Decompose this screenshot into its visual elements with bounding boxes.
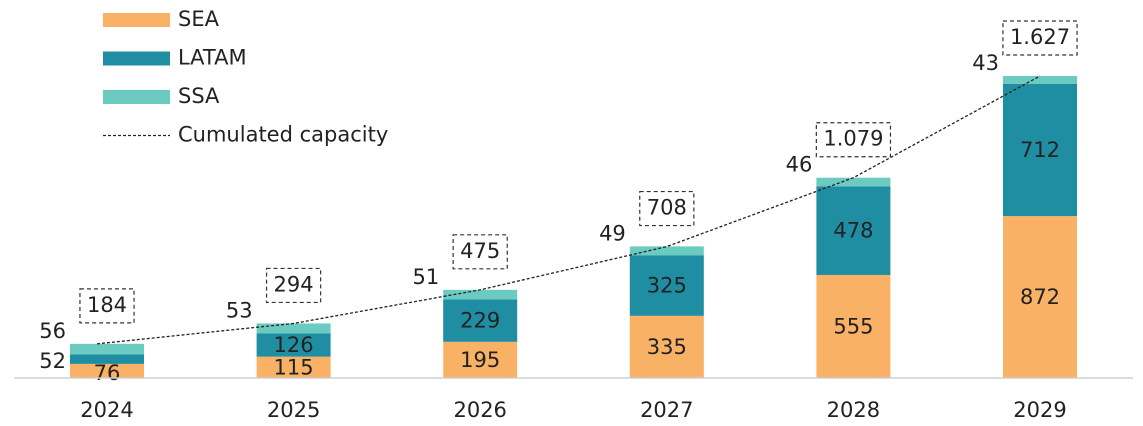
bar-segment	[70, 354, 144, 364]
data-label: 53	[226, 298, 253, 322]
bar-segment	[816, 186, 891, 275]
total-box	[1002, 20, 1078, 56]
data-label: 52	[39, 349, 66, 373]
x-tick-label: 2028	[827, 398, 880, 422]
data-label: 126	[274, 333, 314, 357]
bar-segment	[256, 356, 331, 378]
total-label: 475	[460, 239, 500, 263]
legend-label: SEA	[178, 7, 220, 31]
legend-swatch	[103, 90, 170, 104]
data-label: 325	[647, 274, 687, 298]
legend-swatch	[103, 51, 170, 66]
total-box	[79, 288, 135, 324]
total-box	[265, 267, 322, 304]
bar-segment	[1003, 216, 1077, 378]
data-label: 555	[833, 314, 873, 338]
bar-segment	[816, 274, 891, 378]
total-label: 708	[647, 196, 687, 220]
legend-label: SSA	[178, 84, 220, 108]
x-tick-label: 2025	[267, 398, 320, 422]
data-label: 229	[460, 309, 500, 333]
total-box	[452, 234, 508, 270]
bar-segment	[443, 289, 518, 300]
total-label: 184	[87, 293, 127, 317]
legend-swatch	[103, 13, 170, 27]
bar-segment	[816, 177, 891, 187]
bar-segment	[629, 315, 704, 378]
bar-segment	[443, 299, 518, 342]
data-label: 43	[972, 51, 999, 75]
legend-label: Cumulated capacity	[178, 123, 388, 147]
bar-segment	[70, 343, 144, 355]
data-label: 51	[412, 265, 439, 289]
bar-segment	[256, 333, 331, 357]
bar-segment	[1003, 76, 1077, 84]
legend-label: LATAM	[178, 46, 247, 70]
x-tick-label: 2029	[1013, 398, 1066, 422]
total-box	[639, 190, 695, 227]
total-label: 294	[274, 272, 314, 296]
data-label: 712	[1020, 138, 1060, 162]
x-tick-label: 2024	[80, 398, 133, 422]
data-label: 46	[786, 153, 813, 177]
bar-segment	[1003, 83, 1077, 217]
bar-segment	[256, 323, 331, 334]
bar-segment	[629, 255, 704, 316]
x-tick-label: 2027	[640, 398, 693, 422]
bar-segment	[443, 341, 518, 378]
data-label: 872	[1020, 285, 1060, 309]
data-label: 478	[833, 219, 873, 243]
bar-segment	[629, 246, 704, 256]
x-tick-label: 2026	[453, 398, 506, 422]
bar-segment	[70, 363, 144, 378]
data-label: 115	[274, 355, 314, 379]
total-label: 1.627	[1010, 25, 1070, 49]
data-label: 49	[599, 221, 626, 245]
data-label: 335	[647, 335, 687, 359]
total-label: 1.079	[823, 127, 883, 151]
data-label: 195	[460, 348, 500, 372]
data-label: 56	[39, 319, 66, 343]
total-box	[815, 122, 892, 158]
data-label: 76	[94, 361, 121, 385]
